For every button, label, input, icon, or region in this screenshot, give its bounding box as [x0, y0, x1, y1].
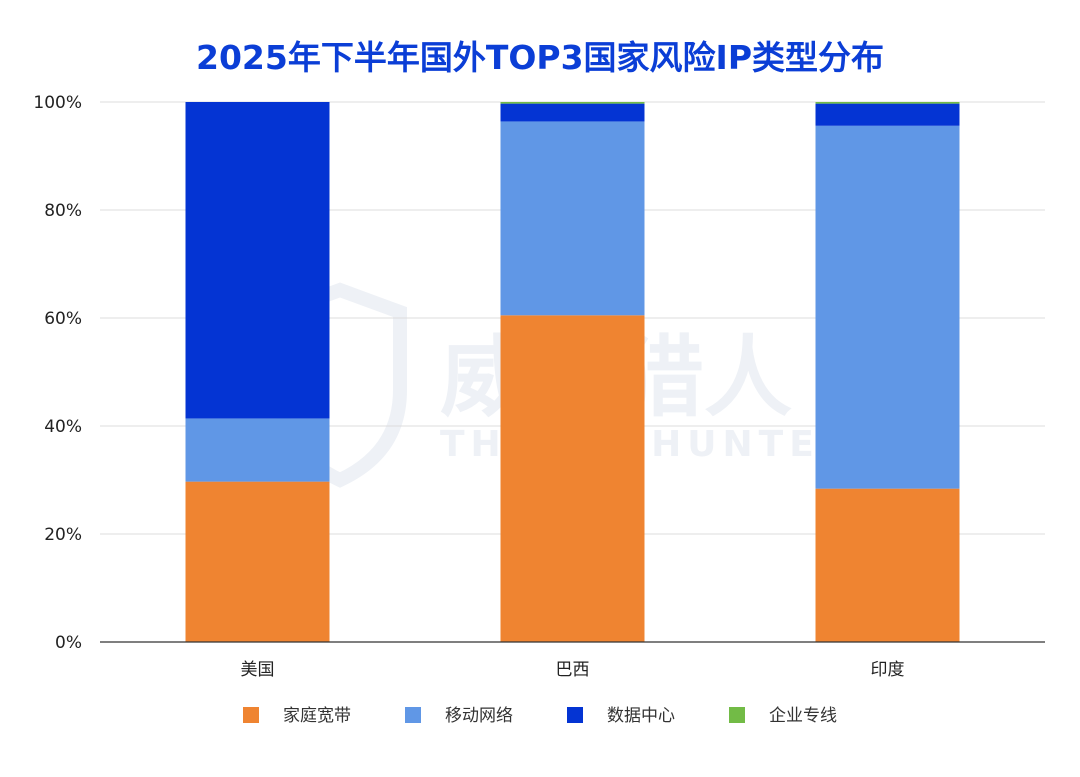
legend-label: 企业专线 [769, 706, 837, 726]
bar-segment [815, 125, 960, 489]
legend-label: 数据中心 [607, 706, 675, 726]
bar-segment [500, 102, 645, 104]
legend-label: 移动网络 [445, 706, 513, 726]
legend-swatch [729, 707, 745, 723]
bars [185, 102, 960, 642]
bar-segment [500, 121, 645, 316]
y-tick-label: 60% [44, 309, 82, 329]
bar-segment [815, 103, 960, 126]
y-tick-label: 40% [44, 417, 82, 437]
bar-segment [500, 315, 645, 642]
chart-title: 2025年下半年国外TOP3国家风险IP类型分布 [196, 38, 884, 77]
x-tick-label: 美国 [241, 660, 275, 680]
x-tick-label: 印度 [871, 660, 905, 680]
bar-segment [500, 103, 645, 122]
y-tick-label: 100% [33, 93, 82, 113]
bar-segment [815, 102, 960, 104]
y-axis: 0% 20% 40% 60% 80% 100% [33, 93, 82, 653]
bar-segment [815, 488, 960, 642]
y-tick-label: 80% [44, 201, 82, 221]
x-axis: 美国 巴西 印度 [241, 660, 905, 680]
legend-swatch [405, 707, 421, 723]
legend-label: 家庭宽带 [283, 706, 351, 726]
legend: 家庭宽带 移动网络 数据中心 企业专线 [243, 706, 837, 726]
y-tick-label: 20% [44, 525, 82, 545]
bar-segment [185, 102, 330, 419]
y-tick-label: 0% [55, 633, 82, 653]
legend-swatch [243, 707, 259, 723]
bar-segment [185, 481, 330, 642]
bar-segment [185, 418, 330, 482]
legend-swatch [567, 707, 583, 723]
x-tick-label: 巴西 [556, 660, 590, 680]
